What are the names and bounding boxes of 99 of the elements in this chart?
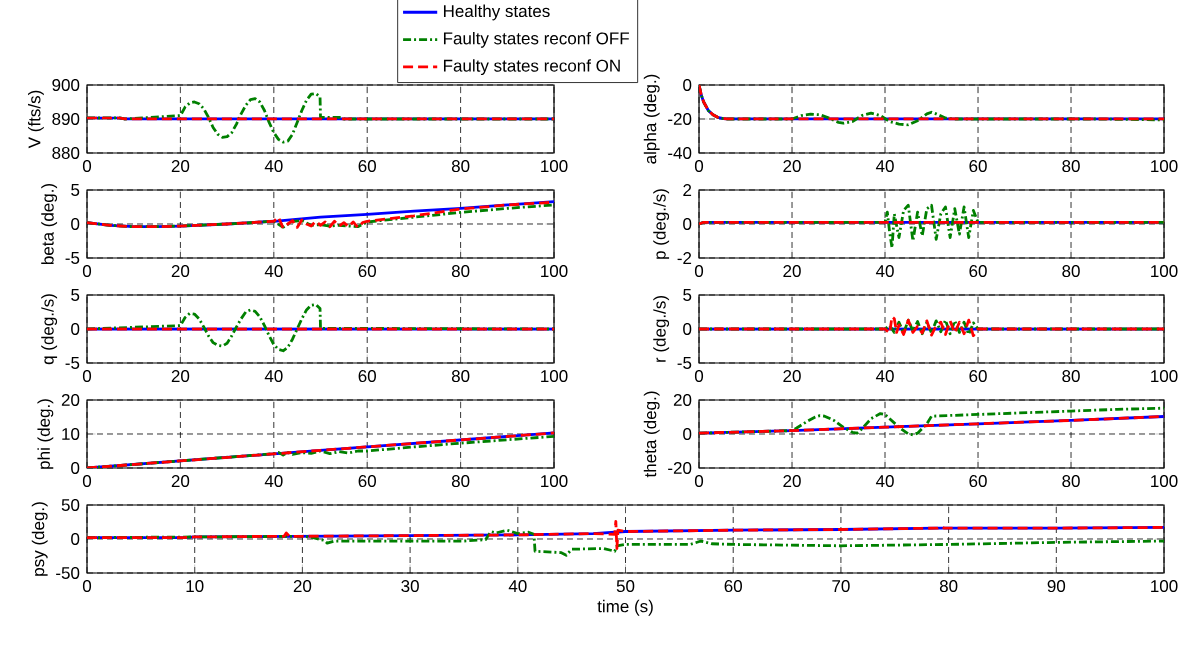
x-tick-label: 20: [171, 265, 190, 278]
x-tick-label: 100: [1151, 370, 1178, 383]
y-tick-label: -40: [668, 146, 692, 159]
x-tick-label: 60: [358, 370, 376, 383]
x-tick-label: 40: [264, 475, 283, 488]
y-axis-title: V (fts/s): [27, 90, 44, 149]
x-tick-label: 0: [82, 160, 92, 173]
x-tick-label: 60: [969, 265, 987, 278]
x-tick-label: 0: [694, 475, 704, 488]
y-tick-label: 2: [683, 184, 692, 196]
x-tick-label: 100: [1151, 160, 1178, 173]
y-tick-label: 20: [673, 394, 692, 407]
x-tick-label: 60: [969, 370, 987, 383]
x-tick-label: 20: [293, 580, 312, 593]
x-tick-label: 60: [358, 475, 376, 488]
y-axis-title: p (deg./s): [653, 189, 670, 259]
x-tick-label: 30: [401, 580, 419, 593]
y-tick-label: 880: [52, 146, 80, 159]
y-axis-title: phi (deg.): [37, 399, 54, 469]
x-tick-label: 0: [694, 265, 704, 278]
x-tick-label: 0: [82, 370, 92, 383]
x-tick-label: 60: [358, 265, 376, 278]
y-tick-label: -50: [56, 566, 80, 580]
x-tick-label: 80: [451, 265, 470, 278]
x-tick-label: 20: [783, 265, 801, 278]
y-tick-label: 0: [683, 78, 692, 92]
x-tick-label: 80: [1062, 265, 1080, 278]
y-axis-title: beta (deg.): [41, 183, 58, 265]
x-axis-title: time (s): [597, 599, 653, 616]
x-tick-label: 100: [1151, 265, 1178, 278]
x-tick-label: 100: [1151, 475, 1178, 488]
x-tick-label: 0: [694, 160, 704, 173]
y-tick-label: 0: [683, 428, 692, 441]
x-tick-label: 60: [969, 160, 987, 173]
x-tick-label: 0: [694, 370, 704, 383]
x-tick-label: 100: [541, 475, 568, 488]
legend-label: Faulty states reconf OFF: [443, 31, 629, 48]
x-tick-label: 70: [832, 580, 850, 593]
x-tick-label: 100: [1151, 580, 1178, 593]
x-tick-label: 40: [264, 370, 283, 383]
y-tick-label: 0: [71, 532, 80, 546]
x-tick-label: 20: [171, 370, 190, 383]
x-tick-label: 40: [875, 160, 894, 173]
x-tick-label: 60: [969, 475, 987, 488]
y-tick-label: 900: [52, 78, 80, 91]
y-tick-label: 0: [71, 461, 80, 475]
y-tick-label: 0: [683, 217, 692, 231]
y-tick-label: 50: [61, 498, 80, 512]
x-tick-label: 80: [1062, 475, 1080, 488]
x-tick-label: 10: [186, 580, 204, 593]
x-tick-label: 80: [1062, 160, 1080, 173]
y-tick-label: 0: [71, 322, 80, 335]
x-tick-label: 40: [875, 370, 894, 383]
x-tick-label: 80: [451, 370, 470, 383]
x-tick-label: 20: [171, 475, 190, 488]
y-tick-label: 20: [61, 393, 80, 407]
y-tick-label: 5: [71, 289, 80, 301]
x-tick-label: 40: [508, 580, 527, 593]
x-tick-label: 20: [783, 370, 801, 383]
y-tick-label: 10: [62, 427, 80, 441]
x-tick-label: 50: [616, 580, 635, 593]
x-tick-label: 80: [939, 580, 958, 593]
x-tick-label: 0: [82, 265, 92, 278]
x-tick-label: 60: [724, 580, 742, 593]
x-tick-label: 60: [358, 160, 376, 173]
y-tick-label: -2: [677, 252, 692, 264]
y-tick-label: 890: [52, 112, 80, 125]
y-tick-label: 0: [683, 322, 692, 335]
y-tick-label: -20: [668, 112, 692, 125]
x-tick-label: 80: [451, 475, 470, 488]
x-tick-label: 100: [541, 265, 568, 278]
legend-label: Faulty states reconf ON: [443, 59, 620, 76]
y-axis-title: psy (deg.): [31, 502, 48, 576]
y-axis-title: q (deg./s): [41, 294, 58, 365]
y-tick-label: -5: [677, 357, 692, 369]
y-axis-title: theta (deg.): [643, 391, 660, 478]
x-tick-label: 100: [541, 370, 568, 383]
y-axis-title: alpha (deg.): [643, 74, 660, 164]
x-tick-label: 20: [783, 475, 801, 488]
y-tick-label: 5: [683, 289, 692, 301]
x-tick-label: 100: [541, 160, 568, 173]
x-tick-label: 40: [264, 265, 283, 278]
x-tick-label: 40: [875, 475, 894, 488]
y-tick-label: -5: [65, 252, 80, 264]
y-tick-label: -5: [65, 357, 80, 369]
y-tick-label: 0: [71, 217, 80, 230]
y-tick-label: -20: [668, 461, 692, 475]
x-tick-label: 90: [1047, 580, 1066, 593]
x-tick-label: 80: [1062, 370, 1080, 383]
x-tick-label: 40: [875, 265, 894, 278]
x-tick-label: 20: [783, 160, 801, 173]
y-tick-label: 5: [71, 184, 80, 196]
x-tick-label: 0: [82, 475, 92, 488]
x-tick-label: 40: [264, 160, 283, 173]
x-tick-label: 20: [171, 160, 190, 173]
x-tick-label: 80: [451, 160, 470, 173]
y-axis-title: r (deg./s): [653, 296, 670, 362]
x-tick-label: 0: [82, 580, 92, 593]
legend-label: Healthy states: [443, 4, 550, 21]
